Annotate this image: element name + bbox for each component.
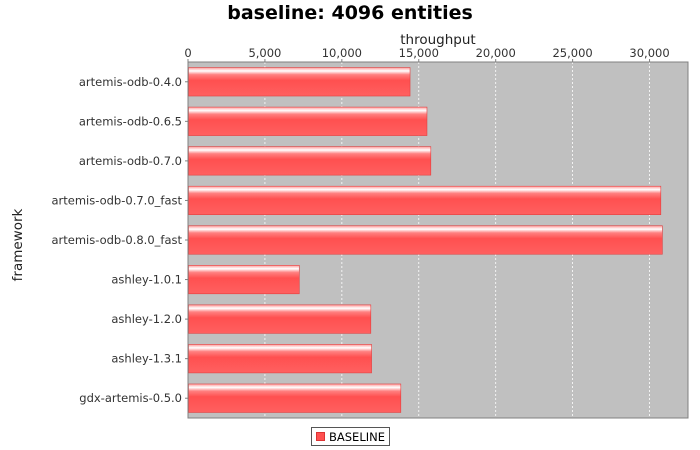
legend: BASELINE	[311, 427, 390, 446]
bar-artemis-odb-0.7.0_fast	[188, 185, 662, 215]
x-tick-label: 15,000	[399, 46, 439, 60]
y-tick-label: artemis-odb-0.6.5	[79, 114, 182, 128]
legend-swatch	[316, 432, 325, 441]
y-tick-label: ashley-1.3.1	[111, 352, 182, 366]
bar-artemis-odb-0.7.0	[188, 146, 432, 176]
x-tick-label: 0	[184, 46, 191, 60]
legend-label: BASELINE	[329, 429, 385, 444]
x-axis-ticks: 0 5,000 10,000 15,000 20,000 25,000 30,000	[184, 46, 670, 62]
bar-ashley-1.2.0	[188, 304, 372, 334]
y-axis-ticks: artemis-odb-0.4.0 artemis-odb-0.6.5 artemi…	[51, 75, 188, 405]
bars	[188, 67, 663, 413]
y-tick-label: artemis-odb-0.8.0_fast	[51, 233, 182, 247]
chart-title: baseline: 4096 entities	[227, 2, 473, 24]
x-tick-label: 20,000	[476, 46, 516, 60]
bar-gdx-artemis-0.5.0	[188, 383, 402, 413]
bar-artemis-odb-0.4.0	[188, 67, 411, 97]
x-tick-label: 5,000	[248, 46, 281, 60]
bar-artemis-odb-0.8.0_fast	[188, 225, 663, 255]
y-tick-label: ashley-1.0.1	[111, 273, 182, 287]
bar-artemis-odb-0.6.5	[188, 106, 428, 136]
bar-ashley-1.0.1	[188, 265, 300, 295]
y-tick-label: gdx-artemis-0.5.0	[79, 391, 182, 405]
x-axis-label: throughput	[400, 32, 476, 48]
y-tick-label: artemis-odb-0.7.0_fast	[51, 193, 182, 207]
y-tick-label: artemis-odb-0.7.0	[79, 154, 182, 168]
y-tick-label: ashley-1.2.0	[111, 312, 182, 326]
x-tick-label: 30,000	[629, 46, 669, 60]
x-tick-label: 10,000	[322, 46, 362, 60]
x-tick-label: 25,000	[552, 46, 592, 60]
bar-ashley-1.3.1	[188, 344, 372, 374]
y-tick-label: artemis-odb-0.4.0	[79, 75, 182, 89]
